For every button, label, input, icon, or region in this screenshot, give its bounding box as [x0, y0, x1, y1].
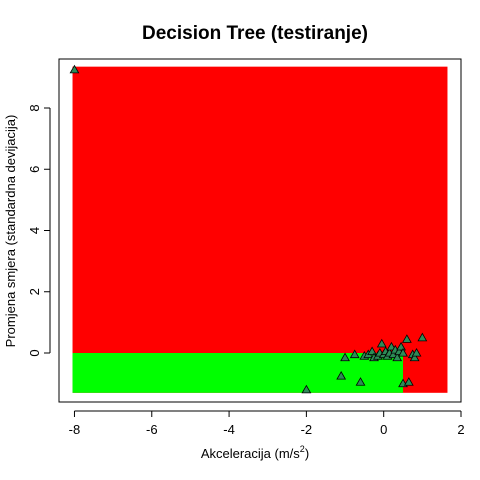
data-point-3 — [340, 352, 350, 362]
y-tick-label: 2 — [27, 288, 42, 295]
y-tick-label: 6 — [27, 166, 42, 173]
data-points — [69, 64, 428, 394]
x-axis: -8 -6 -4 -2 0 2 — [69, 410, 465, 437]
y-tick-label: 0 — [27, 349, 42, 356]
y-tick-label: 8 — [27, 104, 42, 111]
data-point-4 — [349, 349, 360, 359]
data-point-25 — [401, 334, 412, 343]
plot-frame — [58, 58, 462, 403]
data-point-0 — [69, 64, 80, 74]
chart-title: Decision Tree (testiranje) — [142, 23, 368, 44]
x-axis-label-superscript: 2 — [300, 444, 305, 454]
x-axis-label-main: Akceleracija (m/s — [201, 446, 300, 461]
x-tick-label: -4 — [223, 422, 235, 437]
data-point-26 — [403, 377, 414, 386]
x-tick-label: -6 — [146, 422, 158, 437]
x-tick-label: 0 — [380, 422, 387, 437]
data-point-29 — [411, 347, 422, 357]
region-green-1 — [72, 353, 404, 393]
data-point-30 — [417, 332, 428, 342]
x-tick-label: -2 — [301, 422, 313, 437]
data-point-24 — [398, 347, 408, 357]
x-axis-label-close: ) — [305, 446, 309, 461]
y-axis: 0 2 4 6 8 — [27, 104, 51, 357]
data-point-12 — [376, 338, 387, 348]
data-point-5 — [355, 377, 366, 386]
data-point-28 — [409, 352, 420, 362]
x-tick-label: 2 — [457, 422, 464, 437]
data-point-2 — [336, 370, 347, 380]
data-point-1 — [301, 384, 312, 394]
y-tick-label: 4 — [27, 227, 42, 234]
region-red-0 — [72, 66, 448, 393]
x-axis-label: Akceleracija (m/s2) — [201, 444, 309, 461]
data-point-20 — [392, 352, 403, 362]
data-point-22 — [396, 341, 406, 351]
y-axis-label: Promjena smjera (standardna devijacija) — [3, 115, 18, 348]
data-point-8 — [367, 346, 377, 356]
x-tick-label: -8 — [69, 422, 81, 437]
